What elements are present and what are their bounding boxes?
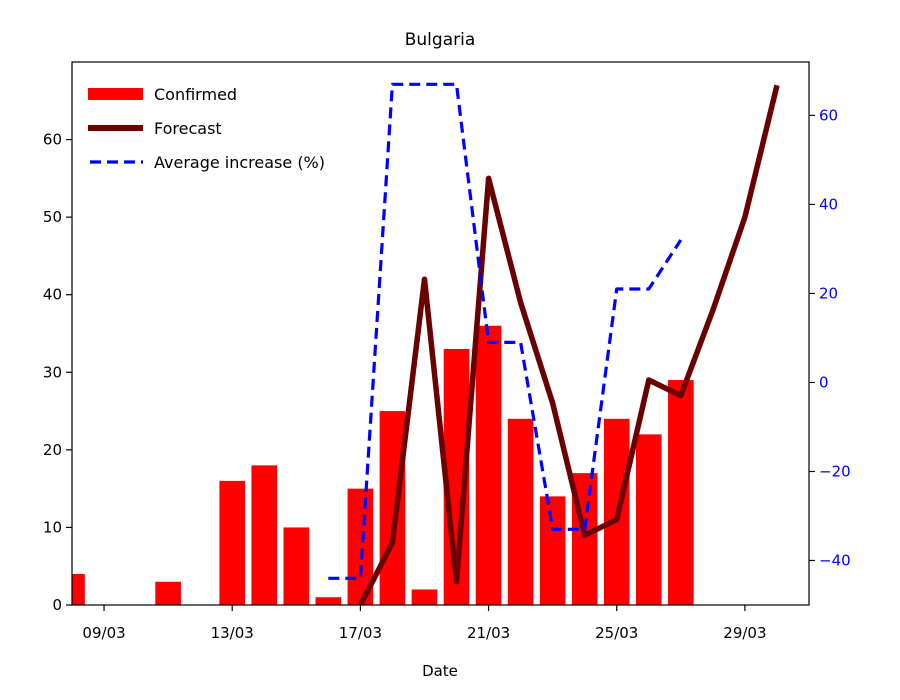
plot-frame — [71, 61, 810, 606]
x-tick-label: 25/03 — [595, 624, 638, 642]
average-increase-line — [328, 82, 683, 580]
bar-series-confirmed — [72, 325, 694, 605]
line-series — [328, 82, 780, 605]
legend-label: Confirmed — [154, 85, 237, 104]
forecast-line — [357, 84, 780, 605]
bar — [72, 573, 85, 605]
x-tick-label: 13/03 — [211, 624, 254, 642]
y2-tick-label: 20 — [819, 284, 838, 302]
y2-tick-label: −40 — [819, 551, 851, 569]
bar — [251, 465, 278, 605]
bar — [315, 597, 342, 605]
bar — [507, 418, 534, 605]
x-axis: 09/03 13/03 17/03 21/03 25/03 29/03 — [82, 605, 767, 642]
bar — [155, 581, 181, 605]
bar — [539, 496, 566, 605]
y-axis-right: −40 −20 0 20 40 60 — [809, 106, 851, 569]
bar — [668, 380, 694, 605]
x-tick-label: 29/03 — [723, 624, 766, 642]
y2-tick-label: 0 — [819, 373, 829, 391]
y-tick-label: 60 — [43, 131, 62, 149]
bar — [219, 480, 246, 605]
bar — [283, 527, 310, 605]
y2-tick-label: 60 — [819, 106, 838, 124]
legend-label: Average increase (%) — [154, 153, 325, 172]
y-tick-label: 0 — [52, 596, 62, 614]
y-axis-left: 0 10 20 30 40 50 60 — [43, 131, 72, 614]
y-tick-label: 20 — [43, 441, 62, 459]
chart-title: Bulgaria — [405, 30, 476, 50]
y2-tick-label: 40 — [819, 195, 838, 213]
y-tick-label: 40 — [43, 286, 62, 304]
y-tick-label: 30 — [43, 363, 62, 381]
y2-tick-label: −20 — [819, 462, 851, 480]
bar — [379, 411, 406, 605]
x-tick-label: 21/03 — [467, 624, 510, 642]
x-tick-label: 17/03 — [339, 624, 382, 642]
bar — [635, 434, 662, 605]
y-tick-label: 10 — [43, 518, 62, 536]
x-tick-label: 09/03 — [82, 624, 125, 642]
legend-label: Forecast — [154, 119, 222, 138]
x-axis-label: Date — [422, 662, 458, 680]
bar — [475, 325, 502, 605]
y-tick-label: 50 — [43, 208, 62, 226]
legend-swatch-confirmed — [88, 88, 143, 100]
legend: Confirmed Forecast Average increase (%) — [88, 85, 325, 172]
bar — [411, 589, 438, 605]
